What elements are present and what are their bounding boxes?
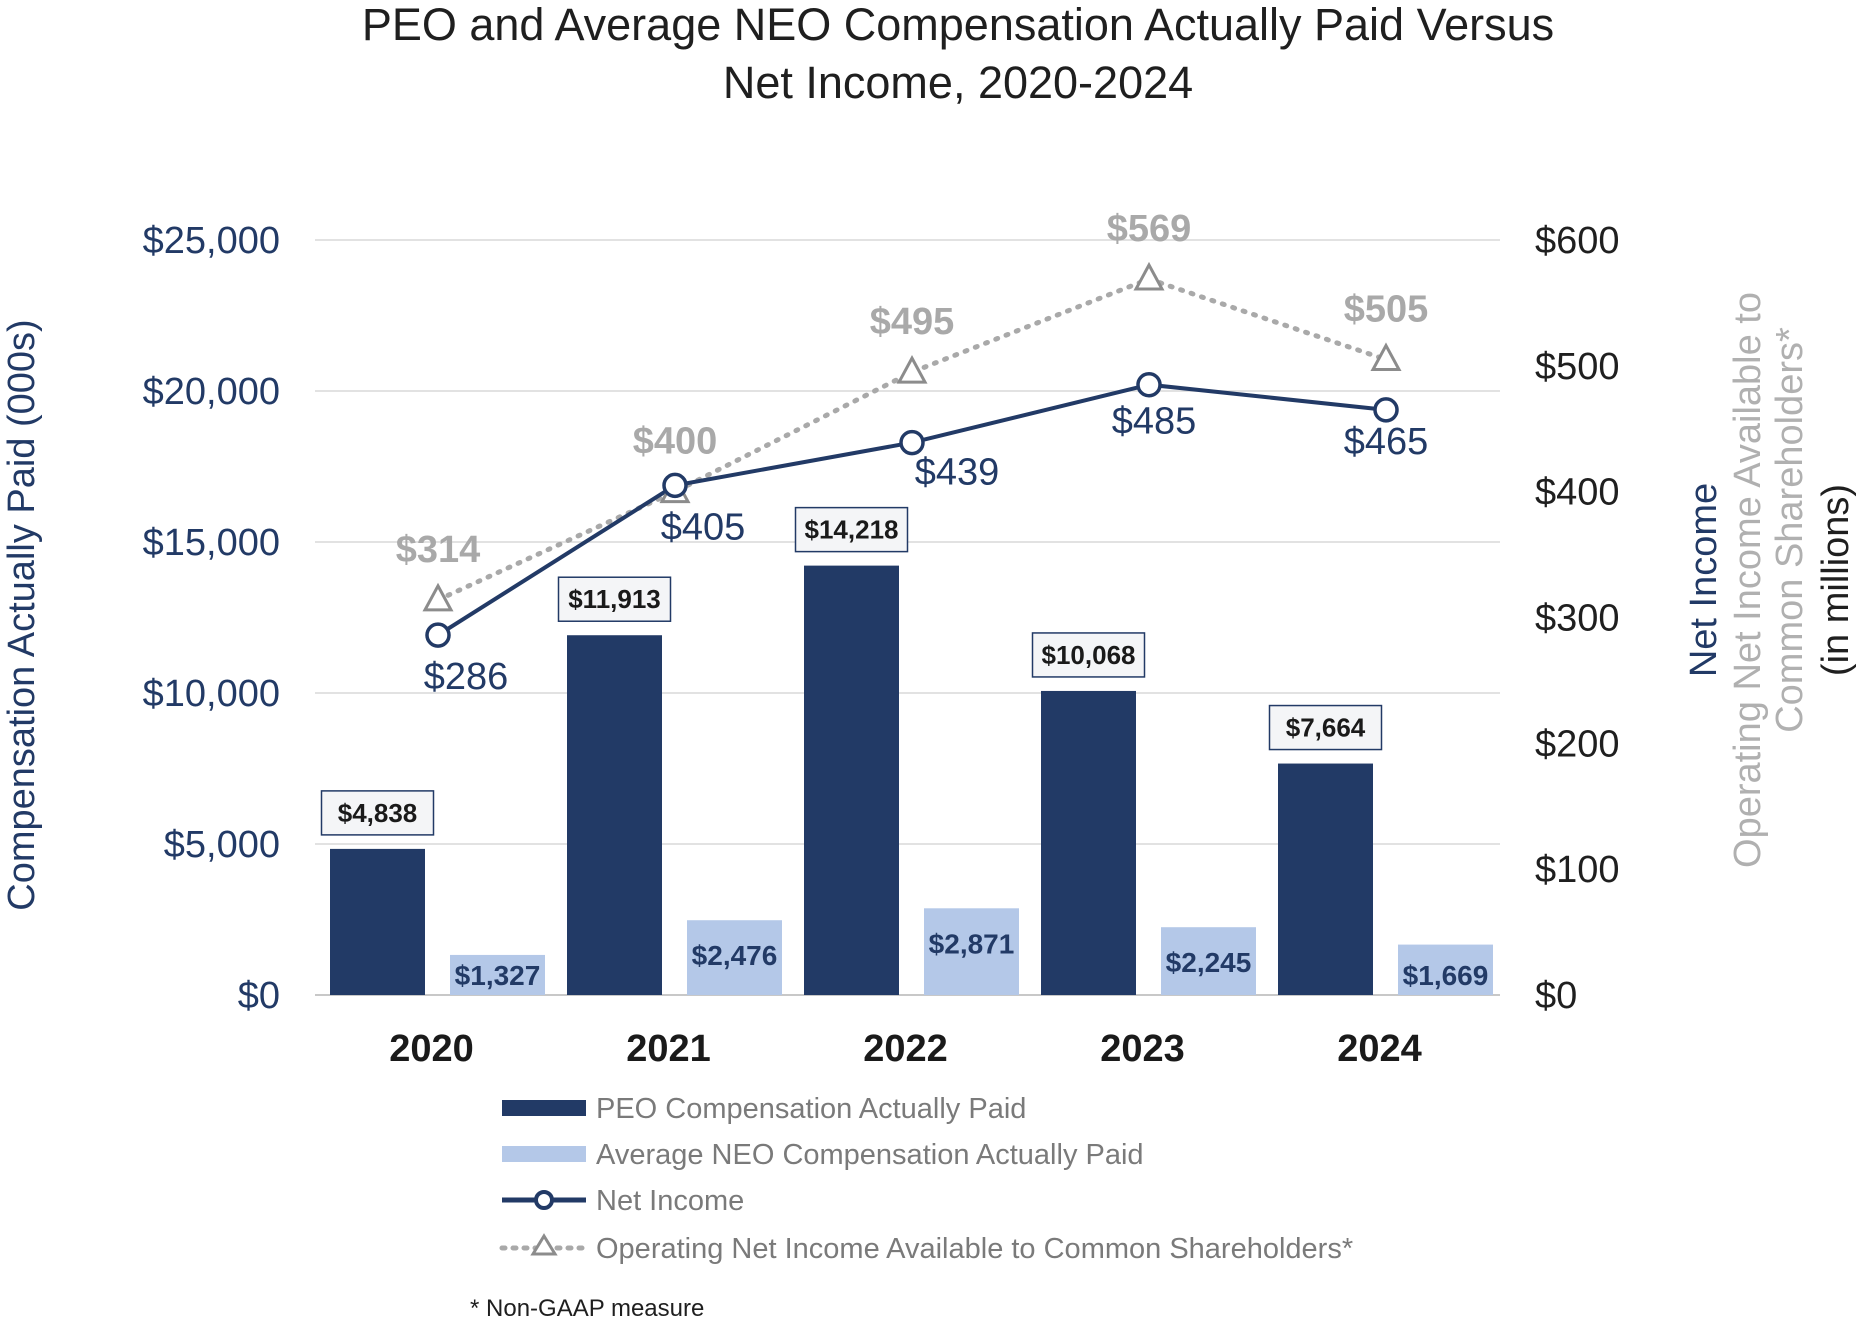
- right-axis-title-units: (in millions): [1815, 484, 1857, 676]
- neo-bar: [1398, 944, 1493, 995]
- left-tick-label: $20,000: [143, 371, 280, 413]
- neo-data-label: $1,327: [455, 960, 541, 991]
- neo-data-label: $1,669: [1403, 960, 1489, 991]
- right-axis-title-operating-1: Operating Net Income Available to: [1727, 292, 1769, 868]
- peo-bar: [1278, 763, 1373, 995]
- peo-data-label: $7,664: [1286, 713, 1366, 743]
- left-tick-label: $0: [238, 975, 280, 1017]
- peo-data-label-box: [557, 576, 672, 622]
- chart-title-line-1: PEO and Average NEO Compensation Actuall…: [362, 0, 1554, 50]
- left-tick-label: $5,000: [164, 824, 280, 866]
- net-income-label: $286: [424, 656, 509, 698]
- net-income-marker: [899, 429, 925, 456]
- chart-title-line-2: Net Income, 2020-2024: [723, 57, 1193, 108]
- neo-data-label: $2,476: [692, 940, 778, 971]
- peo-data-label: $4,838: [338, 798, 418, 828]
- footnote: * Non-GAAP measure: [470, 1295, 704, 1322]
- net-income-marker: [1373, 397, 1399, 423]
- left-tick-label: $25,000: [143, 220, 280, 262]
- operating-income-marker: [1133, 261, 1165, 291]
- left-tick-label: $10,000: [143, 673, 280, 715]
- legend-label-net-income: Net Income: [596, 1185, 744, 1217]
- legend-label-operating: Operating Net Income Available to Common…: [596, 1233, 1353, 1265]
- net-income-marker: [1136, 371, 1162, 398]
- operating-income-marker: [1370, 342, 1402, 372]
- legend-label-peo: PEO Compensation Actually Paid: [596, 1093, 1026, 1125]
- bars: $4,838 $1,327 $11,913 $2,476 $14,218 $2,871 $1…: [320, 506, 1493, 995]
- net-income-label: $439: [915, 452, 1000, 494]
- right-tick-label: $400: [1535, 472, 1620, 514]
- right-tick-label: $500: [1535, 346, 1620, 388]
- right-tick-label: $200: [1535, 723, 1620, 765]
- operating-income-marker: [896, 354, 928, 384]
- right-tick-label: $100: [1535, 849, 1620, 891]
- peo-bar: [804, 565, 899, 995]
- peo-data-label: $11,913: [568, 584, 661, 614]
- category-label: 2021: [626, 1028, 711, 1070]
- right-tick-label: $600: [1535, 220, 1620, 262]
- neo-bar: [687, 920, 782, 995]
- category-label: 2022: [863, 1028, 948, 1070]
- category-label: 2023: [1100, 1028, 1185, 1070]
- peo-data-label-box: [794, 506, 909, 553]
- net-income-label: $485: [1112, 401, 1197, 443]
- legend-swatch-operating-marker: [530, 1233, 558, 1256]
- peo-bar: [330, 848, 425, 995]
- operating-income-label: $505: [1344, 289, 1429, 331]
- peo-bar: [1041, 690, 1136, 995]
- left-axis-ticks: $0 $5,000 $10,000 $15,000 $20,000 $25,000: [143, 220, 280, 1017]
- neo-data-label: $2,871: [929, 928, 1015, 959]
- operating-income-label: $400: [633, 421, 718, 463]
- category-label: 2020: [389, 1028, 474, 1070]
- net-income-marker: [425, 622, 451, 648]
- peo-data-label: $10,068: [1042, 640, 1136, 670]
- peo-data-label-box: [1268, 704, 1383, 751]
- operating-income-label: $495: [870, 301, 955, 343]
- right-tick-label: $0: [1535, 975, 1577, 1017]
- peo-data-label: $14,218: [805, 515, 899, 545]
- legend-swatch-neo: [502, 1146, 586, 1162]
- peo-data-label-box: [320, 790, 435, 836]
- operating-income-label: $569: [1107, 208, 1192, 250]
- legend-label-neo: Average NEO Compensation Actually Paid: [596, 1139, 1144, 1171]
- neo-bar: [924, 908, 1019, 995]
- left-tick-label: $15,000: [143, 522, 280, 564]
- neo-data-label: $2,245: [1166, 947, 1252, 978]
- net-income-label: $465: [1344, 421, 1429, 463]
- left-axis-title: Compensation Actually Paid (000s): [1, 319, 43, 910]
- neo-bar: [450, 954, 545, 995]
- lines: $314 $400 $495 $569 $505 $286 $405 $439 $485 $465: [396, 208, 1429, 698]
- category-label: 2024: [1337, 1028, 1422, 1070]
- legend-swatch-net-income-marker: [534, 1190, 554, 1210]
- net-income-label: $405: [661, 506, 746, 548]
- neo-bar: [1161, 927, 1256, 995]
- legend-swatch-peo: [502, 1100, 586, 1116]
- net-income-marker: [662, 472, 688, 499]
- category-labels: 2020 2021 2022 2023 2024: [389, 1028, 1422, 1070]
- peo-data-label-box: [1031, 632, 1146, 678]
- peo-bar: [567, 635, 662, 995]
- right-tick-label: $300: [1535, 598, 1620, 640]
- operating-income-marker: [422, 582, 454, 612]
- legend: PEO Compensation Actually Paid Average N…: [499, 1093, 1353, 1265]
- right-axis-title-operating-2: Common Shareholders*: [1769, 327, 1811, 733]
- right-axis-title-net-income: Net Income: [1683, 483, 1725, 677]
- right-axis-ticks: $0 $100 $200 $300 $400 $500 $600: [1535, 220, 1620, 1017]
- operating-income-label: $314: [396, 529, 481, 571]
